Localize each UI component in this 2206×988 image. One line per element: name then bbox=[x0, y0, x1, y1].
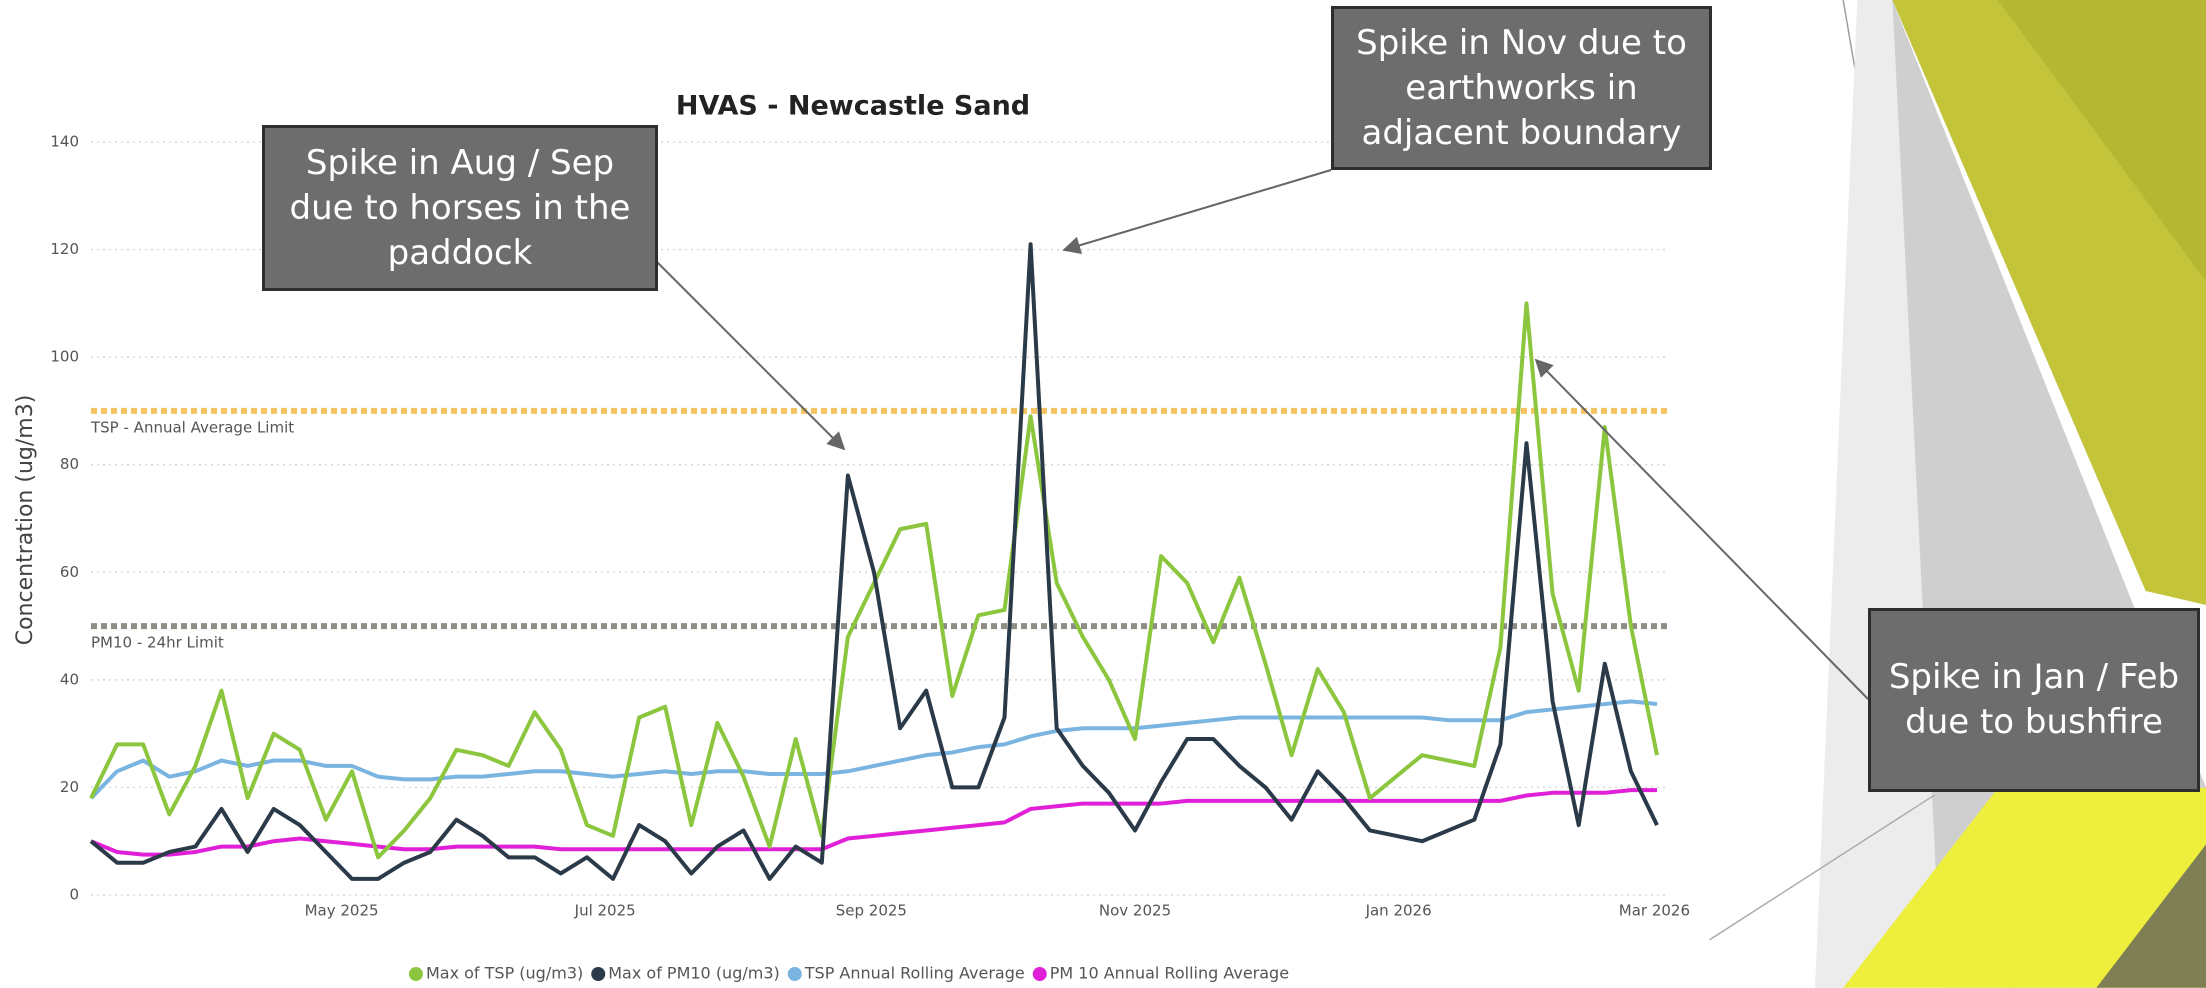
legend-marker bbox=[591, 967, 606, 981]
y-axis-title: Concentration (ug/m3) bbox=[13, 395, 38, 646]
arrow bbox=[1062, 169, 1332, 254]
x-tick-label: Jul 2025 bbox=[574, 902, 636, 920]
reference-label: PM10 - 24hr Limit bbox=[91, 634, 224, 652]
reference-label: TSP - Annual Average Limit bbox=[90, 418, 294, 436]
y-tick-label: 100 bbox=[50, 348, 79, 366]
x-tick-label: Nov 2025 bbox=[1099, 902, 1171, 920]
series-line bbox=[89, 699, 1658, 800]
x-tick-label: Mar 2026 bbox=[1619, 902, 1690, 920]
plot-area: 0 20 40 60 80 100 120 140 May 2025 Jul 2025 Sep 20… bbox=[50, 133, 1690, 920]
y-tick-label: 40 bbox=[60, 670, 79, 688]
callout: Spike in Nov due to earthworks in adjace… bbox=[1331, 6, 1712, 170]
legend-label: Max of PM10 (ug/m3) bbox=[608, 964, 780, 983]
legend: Max of TSP (ug/m3) Max of PM10 (ug/m3) TSP… bbox=[408, 964, 1289, 983]
legend-label: Max of TSP (ug/m3) bbox=[426, 964, 583, 983]
y-tick-label: 120 bbox=[50, 240, 79, 258]
legend-marker bbox=[1032, 967, 1047, 981]
x-tick-label: Jan 2026 bbox=[1365, 902, 1432, 920]
callout: Spike in Jan / Feb due to bushfire bbox=[1868, 608, 2200, 792]
x-tick-label: May 2025 bbox=[305, 902, 379, 920]
y-tick-label: 140 bbox=[50, 133, 79, 151]
legend-marker bbox=[408, 967, 423, 981]
series-line bbox=[90, 788, 1657, 857]
decoration bbox=[1709, 0, 2206, 988]
y-tick-label: 60 bbox=[60, 563, 79, 581]
arrow bbox=[656, 261, 846, 451]
y-tick-label: 80 bbox=[60, 455, 79, 473]
y-tick-label: 0 bbox=[69, 886, 79, 904]
y-tick-label: 20 bbox=[60, 778, 79, 796]
legend-label: TSP Annual Rolling Average bbox=[804, 964, 1025, 983]
series-line bbox=[89, 242, 1659, 881]
chart-title: HVAS - Newcastle Sand bbox=[676, 91, 1030, 122]
legend-label: PM 10 Annual Rolling Average bbox=[1050, 964, 1289, 983]
legend-marker bbox=[787, 967, 802, 981]
arrow bbox=[1534, 358, 1869, 700]
x-tick-label: Sep 2025 bbox=[836, 902, 907, 920]
callout: Spike in Aug / Sep due to horses in the … bbox=[262, 125, 658, 291]
